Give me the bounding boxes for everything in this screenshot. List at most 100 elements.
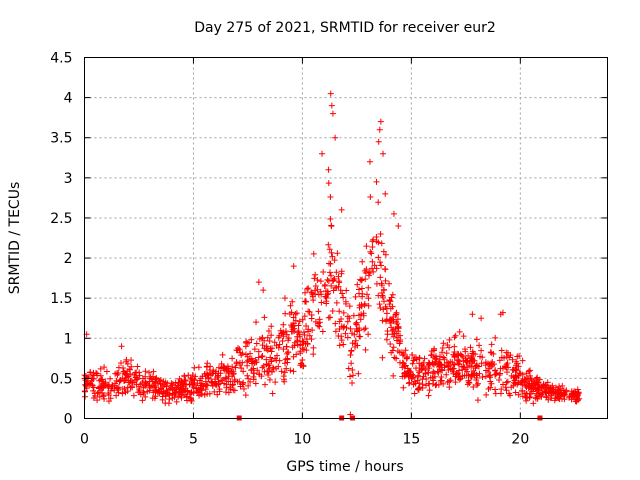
data-point (281, 369, 288, 376)
data-point (390, 372, 397, 379)
y-tick-label: 4 (64, 91, 73, 107)
data-point (468, 371, 475, 378)
data-point (275, 344, 282, 351)
data-point (519, 357, 526, 364)
data-point (229, 381, 236, 388)
data-point (266, 376, 273, 383)
data-point (121, 377, 128, 384)
data-point (440, 340, 447, 347)
data-point (383, 318, 390, 325)
data-point (178, 386, 185, 393)
data-point (347, 351, 354, 358)
data-point (406, 379, 413, 386)
data-point (349, 340, 356, 347)
data-point (331, 257, 338, 264)
data-point (504, 360, 511, 367)
data-point (415, 386, 422, 393)
data-point (359, 293, 366, 300)
data-point (503, 349, 510, 356)
data-point (530, 400, 537, 407)
data-point (375, 199, 382, 206)
data-point (512, 377, 519, 384)
x-tick-label: 0 (80, 432, 89, 448)
data-point (107, 395, 114, 402)
data-point (159, 383, 166, 390)
data-point (492, 390, 499, 397)
data-point (179, 381, 186, 388)
data-point (244, 372, 251, 379)
data-point (533, 381, 540, 388)
data-point (423, 382, 430, 389)
data-point (143, 381, 150, 388)
data-point (205, 374, 212, 381)
data-point (120, 368, 127, 375)
data-point (148, 383, 155, 390)
data-point (311, 275, 318, 282)
data-point (482, 373, 489, 380)
data-point (444, 379, 451, 386)
data-point (295, 322, 302, 329)
x-tick-label: 15 (402, 432, 420, 448)
data-point (437, 377, 444, 384)
data-point (211, 388, 218, 395)
data-point (473, 371, 480, 378)
data-point (204, 390, 211, 397)
data-point (496, 357, 503, 364)
data-point (172, 379, 179, 386)
data-point (159, 396, 166, 403)
data-point (388, 324, 395, 331)
data-point (377, 231, 384, 238)
data-point (173, 398, 180, 405)
data-point (219, 351, 226, 358)
data-point (536, 376, 543, 383)
data-point (347, 325, 354, 332)
data-point (379, 282, 386, 289)
data-point (358, 285, 365, 292)
data-point (253, 319, 260, 326)
y-axis-ticks: 0 0.5 1 1.5 2 2.5 3 3.5 4 4.5 (50, 51, 608, 428)
data-point (260, 362, 267, 369)
data-point (229, 363, 236, 370)
data-point (310, 250, 317, 257)
data-point (317, 288, 324, 295)
data-point (282, 328, 289, 335)
data-point (265, 371, 272, 378)
data-point (441, 356, 448, 363)
data-point (458, 352, 465, 359)
data-point (376, 126, 383, 133)
data-point (94, 372, 101, 379)
data-point (310, 344, 317, 351)
data-point (229, 355, 236, 362)
data-point (354, 342, 361, 349)
data-point (134, 363, 141, 370)
data-point (215, 364, 222, 371)
data-point (273, 357, 280, 364)
data-point (362, 276, 369, 283)
data-point (281, 378, 288, 385)
data-point (327, 90, 334, 97)
data-point (475, 380, 482, 387)
data-point (446, 362, 453, 369)
data-point (380, 248, 387, 255)
data-point (542, 388, 549, 395)
data-point (326, 269, 333, 276)
data-point (212, 378, 219, 385)
data-point (324, 276, 331, 283)
data-point (332, 320, 339, 327)
data-point (446, 344, 453, 351)
data-point (294, 329, 301, 336)
data-point (328, 223, 335, 230)
data-point (367, 248, 374, 255)
data-point (502, 384, 509, 391)
data-point (229, 368, 236, 375)
data-point (299, 345, 306, 352)
data-point (343, 324, 350, 331)
data-point (346, 373, 353, 380)
data-point (271, 339, 278, 346)
data-point (464, 381, 471, 388)
data-point (281, 360, 288, 367)
data-point (292, 317, 299, 324)
data-point (488, 380, 495, 387)
data-point (263, 356, 270, 363)
data-point (460, 354, 467, 361)
